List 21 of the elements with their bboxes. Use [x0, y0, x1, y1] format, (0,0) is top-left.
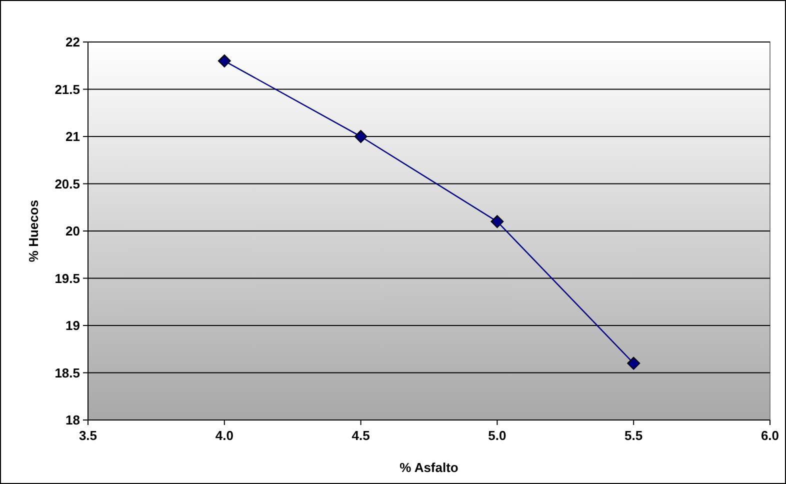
x-tick-label: 4.5 — [352, 428, 370, 443]
x-tick-label: 5.0 — [488, 428, 506, 443]
y-tick-label: 19.5 — [54, 270, 80, 286]
point — [354, 130, 368, 143]
y-tick-label: 21.5 — [54, 82, 80, 97]
y-tick-label: 22 — [66, 34, 80, 50]
y-tick-label: 18 — [66, 412, 80, 428]
x-axis-title: % Asfalto — [400, 460, 458, 475]
y-tick-label: 20.5 — [54, 176, 80, 192]
y-tick-label: 19 — [66, 318, 80, 334]
y-axis-title: % Huecos — [26, 200, 41, 262]
point — [490, 215, 504, 228]
y-tick-label: 21 — [66, 129, 80, 144]
x-tick-label: 4.0 — [215, 428, 234, 443]
y-tick-label: 18.5 — [54, 365, 80, 380]
x-tick-label: 3.5 — [78, 428, 98, 443]
point — [218, 54, 231, 68]
x-tick-label: 6.0 — [760, 428, 780, 443]
x-tick-label: 5.5 — [624, 428, 643, 443]
y-tick-label: 20 — [66, 224, 80, 239]
point — [627, 356, 640, 370]
